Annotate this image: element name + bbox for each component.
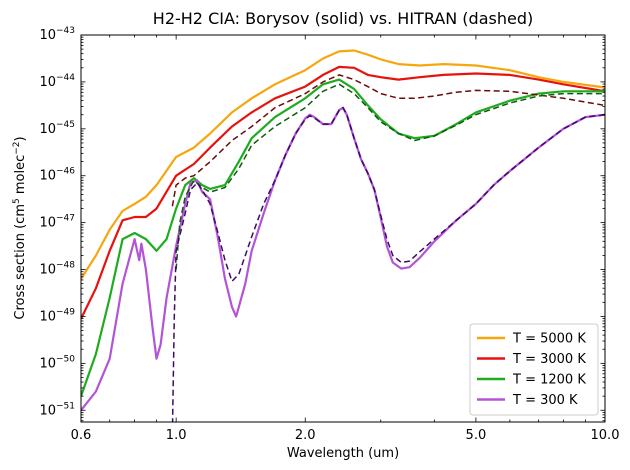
y-tick-label: 10−45 [39,120,75,137]
y-axis-label-main: Cross section (cm [13,204,28,320]
y-axis-label-sup2: −2 [12,141,22,154]
legend-label: T = 3000 K [512,352,586,367]
axis-layer: 0.6 1.0 2.0 5.0 10.0 10−43 10−44 10−45 10−46 10−4… [39,26,619,443]
legend-label: T = 300 K [512,393,578,408]
series-line-6 [175,83,605,270]
y-tick-label: 10−43 [39,26,75,43]
y-tick-label: 10−50 [39,354,75,371]
series-layer [81,49,605,422]
legend-label: T = 5000 K [512,332,586,347]
y-axis-label: Cross section (cm5 molec−2) [12,136,28,319]
x-tick-label: 0.6 [71,428,92,443]
y-tick-label: 10−44 [39,73,75,90]
x-axis-label: Wavelength (um) [287,446,399,461]
y-axis-label-sup1: 5 [12,198,22,204]
y-tick-label: 10−51 [39,401,75,418]
series-line-4 [81,106,605,411]
y-tick-label: 10−48 [39,261,75,278]
series-line-7 [171,106,605,422]
legend-box [469,323,599,416]
series-line-5 [171,74,605,207]
legend: T = 5000 K T = 3000 K T = 1200 K T = 300 K [469,323,599,416]
y-tick-label: 10−49 [39,307,75,324]
x-tick-label: 1.0 [166,428,187,443]
chart-title: H2-H2 CIA: Borysov (solid) vs. HITRAN (d… [153,9,533,28]
legend-label: T = 1200 K [512,373,586,388]
x-tick-label: 5.0 [466,428,487,443]
y-tick-label: 10−46 [39,167,75,184]
x-tick-label: 10.0 [591,428,620,443]
y-axis-label-end: ) [13,136,28,141]
y-axis-label-mid: molec [13,155,28,199]
series-line-2 [81,65,605,320]
series-line-1 [81,49,605,280]
x-tick-label: 2.0 [295,428,316,443]
plot-frame [80,34,606,423]
y-tick-label: 10−47 [39,214,75,231]
